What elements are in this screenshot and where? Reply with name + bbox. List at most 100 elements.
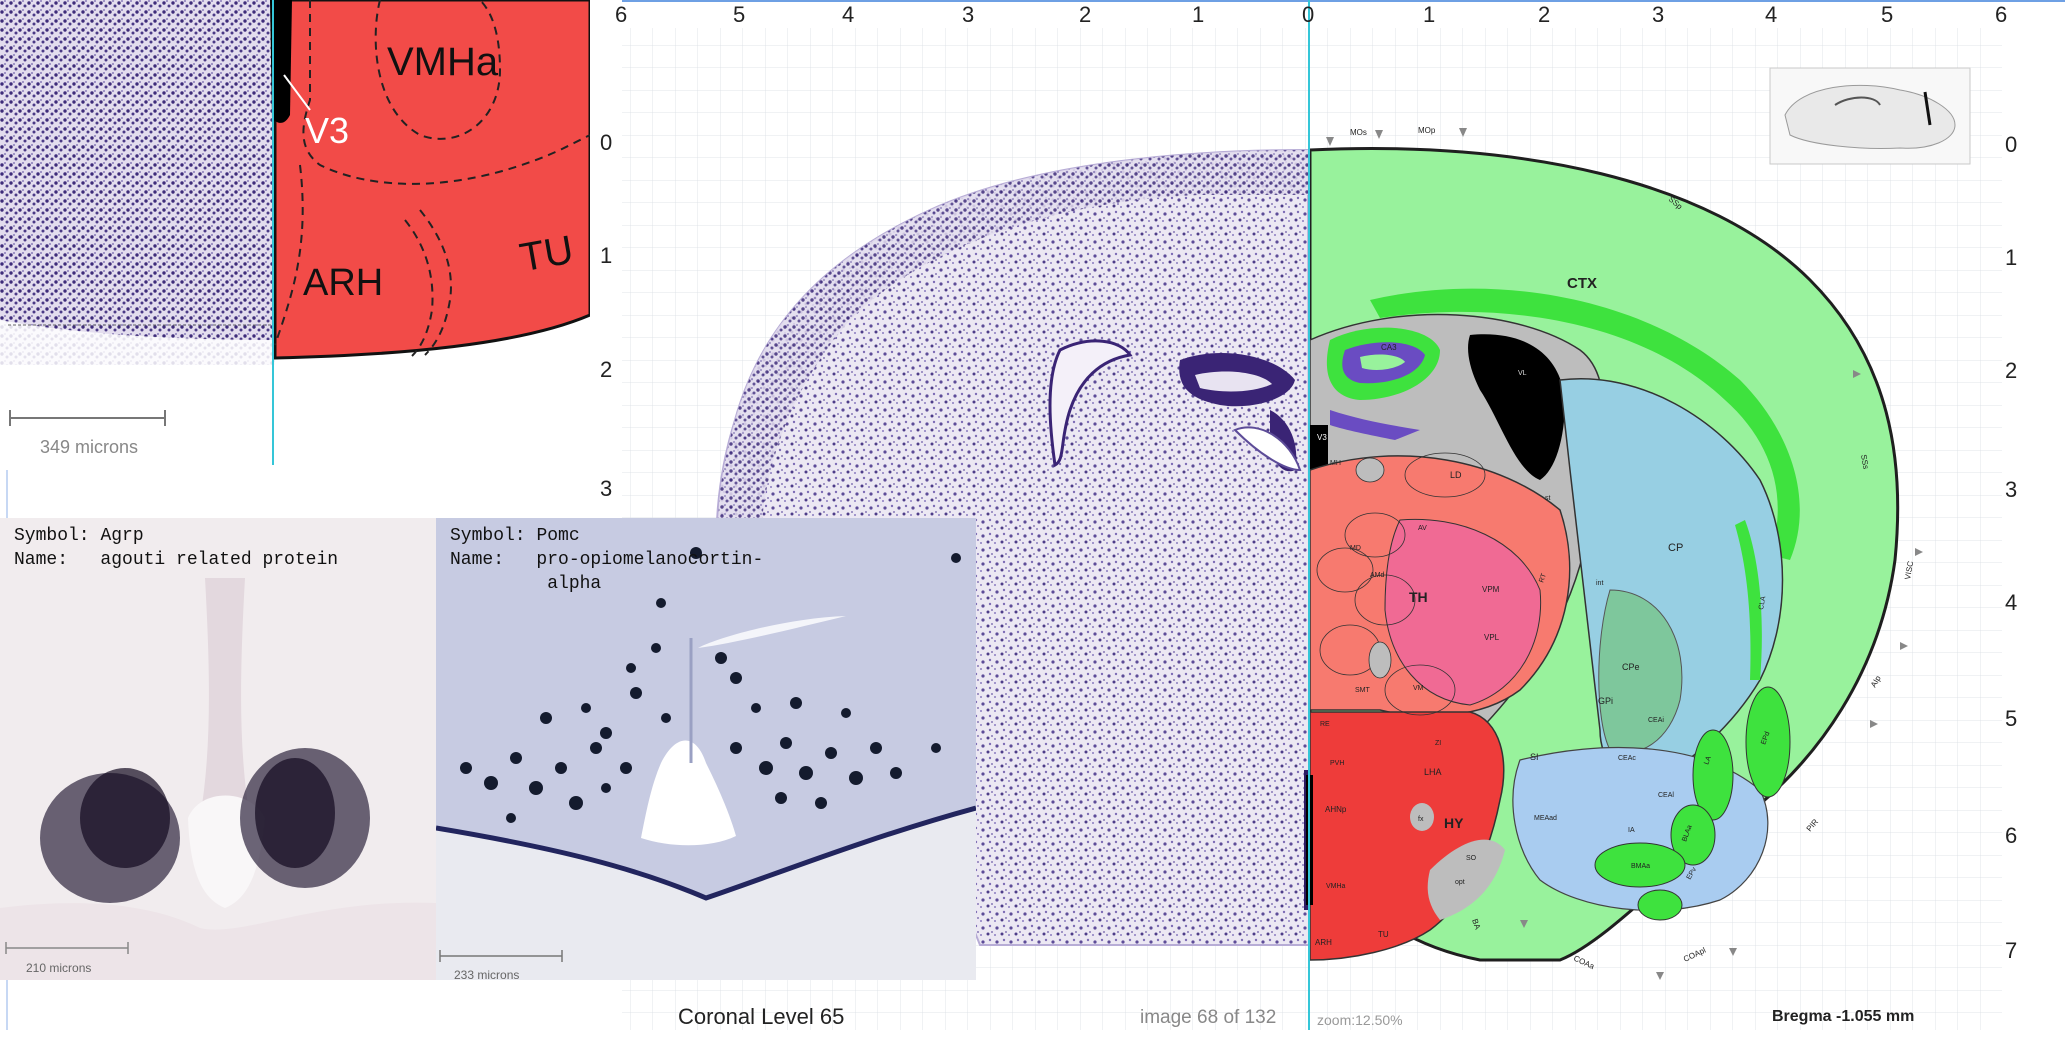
label-epd: EPd	[1760, 731, 1771, 746]
label-mea: MEAad	[1534, 815, 1557, 822]
coronal-level-label: Coronal Level 65	[678, 1004, 845, 1029]
gene-name-line2: alpha	[547, 574, 602, 594]
right-tick: 0	[2005, 132, 2018, 157]
label-vl: VL	[1518, 370, 1527, 377]
region-lateral-ventricle[interactable]	[1468, 334, 1565, 480]
label-pvh: PVH	[1330, 760, 1344, 767]
label-rt: RT	[1538, 572, 1548, 584]
left-tick: 3	[600, 476, 613, 501]
region-gpi[interactable]	[1598, 589, 1683, 754]
label-cp: CP	[1668, 542, 1683, 554]
ish-pomc-meta: Symbol: Pomc Name: pro-opiomelanocortin-…	[450, 524, 763, 596]
label-mop: MOp	[1418, 126, 1436, 135]
top-tick: 2	[1079, 2, 1092, 27]
ish-agrp-scale-label: 210 microns	[26, 961, 92, 975]
region-layer6[interactable]	[1370, 288, 1800, 560]
region-bma[interactable]	[1594, 842, 1686, 888]
left-tick: 0	[600, 130, 613, 155]
label-th: TH	[1409, 589, 1428, 605]
right-tick: 3	[2005, 477, 2018, 502]
label-ceal: CEAl	[1658, 792, 1674, 799]
right-tick: 6	[2005, 823, 2018, 848]
label-av: AV	[1418, 525, 1427, 532]
ish-pomc-scale-label: 233 microns	[454, 968, 520, 980]
symbol-label: Symbol:	[14, 526, 90, 546]
region-bmap[interactable]	[1637, 889, 1683, 921]
top-tick: 4	[1765, 2, 1778, 27]
label-ceai: CEAi	[1648, 717, 1664, 724]
region-cla[interactable]	[1735, 520, 1762, 680]
left-tick: 2	[600, 357, 613, 382]
label-vmha: VMHa	[1326, 883, 1346, 890]
label-mh: MH	[1330, 460, 1341, 467]
gene-symbol: Pomc	[536, 526, 580, 546]
inset-scale-label: 349 microns	[40, 437, 139, 457]
label-vm: VM	[1413, 685, 1424, 692]
name-label: Name:	[14, 550, 69, 570]
left-tick: 1	[600, 243, 613, 268]
label-arh: ARH	[1315, 938, 1332, 947]
ish-panel-pomc[interactable]: Symbol: Pomc Name: pro-opiomelanocortin-…	[436, 518, 976, 980]
label-ahn: AHNp	[1325, 805, 1347, 814]
reference-thumbnail[interactable]	[1769, 67, 1971, 165]
top-tick: 3	[962, 2, 975, 27]
label-vpl: VPL	[1484, 633, 1500, 642]
label-visc: VISC	[1903, 560, 1915, 580]
label-la: LA	[1703, 755, 1713, 766]
label-ld: LD	[1450, 470, 1462, 480]
gene-name: agouti related protein	[100, 550, 339, 570]
label-am: AMd	[1370, 572, 1385, 579]
bregma-label: Bregma -1.055 mm	[1772, 1008, 1915, 1025]
label-cla: CLA	[1758, 595, 1767, 610]
symbol-label: Symbol:	[450, 526, 526, 546]
inset-label-v3: V3	[305, 110, 350, 151]
label-ba: BA	[1470, 918, 1482, 932]
label-ctx: CTX	[1567, 275, 1597, 292]
top-tick: 0	[1302, 2, 1315, 27]
right-tick: 5	[2005, 706, 2018, 731]
label-vpm: VPM	[1482, 585, 1500, 594]
zoom-level: zoom:12.50%	[1317, 1012, 1403, 1028]
top-tick: 5	[733, 2, 746, 27]
label-v3: V3	[1317, 433, 1327, 442]
top-tick: 1	[1192, 2, 1205, 27]
top-tick: 4	[842, 2, 855, 27]
top-tick: 2	[1538, 2, 1551, 27]
right-tick: 7	[2005, 938, 2018, 963]
inset-label-arh: ARH	[303, 262, 384, 304]
region-epd[interactable]	[1745, 686, 1791, 798]
top-tick: 6	[615, 2, 628, 27]
label-st: st	[1545, 495, 1551, 502]
zoom-inset[interactable]: VMHa V3 ARH TU	[0, 0, 590, 370]
label-lha: LHA	[1424, 767, 1442, 777]
label-cea: CEAc	[1618, 755, 1636, 762]
label-si: SI	[1530, 752, 1539, 762]
right-tick: 1	[2005, 245, 2018, 270]
label-bma: BMAa	[1631, 863, 1650, 870]
region-bla[interactable]	[1670, 804, 1716, 866]
ish-agrp-meta: Symbol: Agrp Name: agouti related protei…	[14, 524, 338, 572]
ish-panel-agrp[interactable]: Symbol: Agrp Name: agouti related protei…	[0, 518, 436, 980]
label-fx: fx	[1418, 816, 1424, 823]
atlas-hemisphere[interactable]	[1306, 147, 1900, 962]
top-tick: 6	[1995, 2, 2008, 27]
inset-scale-bar	[9, 370, 274, 465]
label-md: MD	[1350, 545, 1361, 552]
label-ca3: CA3	[1381, 343, 1397, 352]
top-tick: 1	[1423, 2, 1436, 27]
region-la[interactable]	[1692, 729, 1734, 821]
right-tick: 4	[2005, 590, 2018, 615]
top-tick: 5	[1881, 2, 1894, 27]
label-sss: SSs	[1859, 454, 1870, 470]
ish-agrp-image	[0, 518, 436, 980]
label-zi: ZI	[1435, 740, 1441, 747]
label-so: SO	[1466, 855, 1477, 862]
region-opt[interactable]	[1427, 839, 1505, 920]
region-fx[interactable]	[1410, 803, 1434, 831]
region-vp[interactable]	[1384, 518, 1542, 706]
region-mtt[interactable]	[1368, 641, 1392, 679]
inset-drawing	[0, 0, 590, 370]
gene-symbol: Agrp	[100, 526, 144, 546]
gene-name-line1: pro-opiomelanocortin-	[536, 550, 764, 570]
